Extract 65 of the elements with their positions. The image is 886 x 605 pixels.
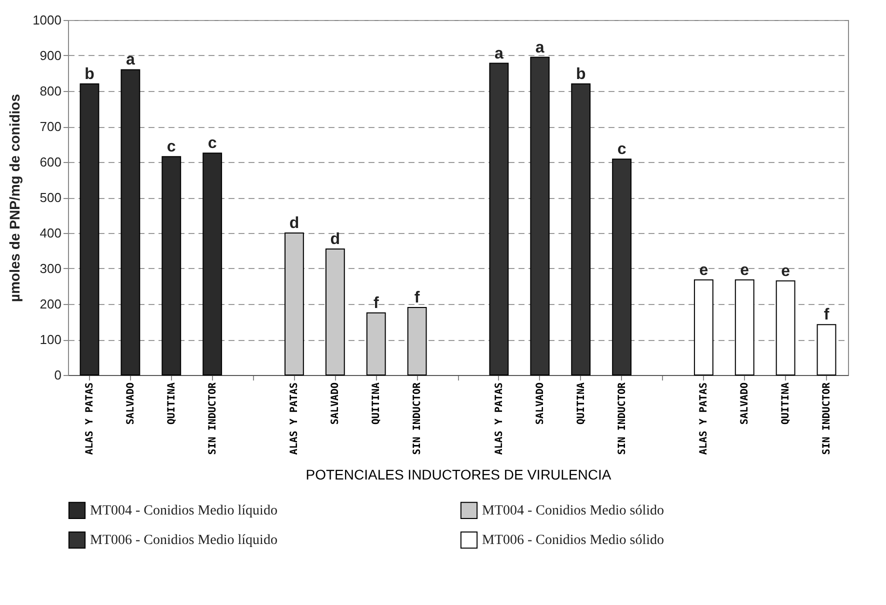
data-label: f (373, 294, 380, 312)
x-tick-label: SIN INDUCTOR (412, 382, 424, 455)
x-tick-label: ALAS Y PATAS (698, 382, 710, 455)
bar (120, 69, 140, 376)
y-axis-title: µmoles de PNP/mg de conidios (6, 94, 23, 302)
bar (284, 232, 304, 376)
legend-label: MT004 - Conidios Medio líquido (90, 503, 278, 518)
bar (530, 56, 550, 376)
y-tick-label: 100 (40, 332, 62, 347)
legend-label: MT006 - Conidios Medio sólido (482, 533, 664, 548)
legend-label: MT006 - Conidios Medio líquido (90, 533, 278, 548)
y-tick-label: 200 (40, 296, 62, 312)
bar (162, 156, 182, 376)
x-tick-label: SALVADO (740, 382, 751, 425)
data-label: e (740, 262, 750, 279)
data-label: a (494, 45, 504, 62)
bar (202, 152, 222, 376)
x-tick-label: SALVADO (125, 382, 136, 425)
bar (694, 279, 714, 376)
x-tick-label: QUITINA (371, 382, 382, 425)
bar (612, 158, 632, 376)
data-label: b (576, 66, 586, 83)
x-tick-label: SALVADO (330, 382, 342, 425)
x-tick-label: QUITINA (166, 382, 178, 425)
bar (776, 280, 796, 376)
x-tick-label: QUITINA (780, 382, 792, 425)
y-tick-label: 300 (40, 261, 62, 276)
bar (80, 83, 100, 376)
bar (366, 312, 386, 376)
y-tick-label: 800 (40, 84, 62, 98)
x-tick-label: QUITINA (576, 382, 587, 425)
data-label: c (166, 138, 176, 156)
y-tick-label: 1000 (32, 12, 62, 28)
data-label: f (824, 306, 830, 324)
y-tick-label: 500 (40, 190, 62, 205)
y-tick-label: 900 (40, 48, 62, 63)
y-tick-label: 700 (40, 119, 62, 134)
x-tick-label: ALAS Y PATAS (289, 382, 300, 455)
y-tick-label: 0 (54, 368, 62, 382)
data-label: a (535, 39, 544, 56)
data-label: c (208, 135, 217, 152)
data-label: d (330, 230, 340, 248)
data-label: e (781, 262, 790, 280)
data-label: b (84, 66, 95, 83)
data-label: a (126, 52, 135, 69)
bar (325, 248, 345, 376)
bar (734, 279, 754, 376)
data-label: d (289, 215, 300, 232)
x-tick-label: SALVADO (534, 382, 546, 425)
data-label: c (617, 141, 626, 158)
y-tick-label: 400 (40, 226, 62, 240)
x-tick-label: ALAS Y PATAS (84, 382, 96, 455)
x-tick-label: ALAS Y PATAS (494, 382, 505, 455)
x-tick-label: SIN INDUCTOR (822, 382, 833, 455)
bar (489, 62, 509, 376)
legend-label: MT004 - Conidios Medio sólido (482, 503, 664, 518)
y-tick-label: 600 (40, 154, 62, 170)
x-axis-title: POTENCIALES INDUCTORES DE VIRULENCIA (306, 466, 612, 483)
x-tick-label: SIN INDUCTOR (207, 382, 218, 455)
x-tick-label: SIN INDUCTOR (616, 382, 628, 455)
bar (571, 83, 591, 376)
bar (816, 324, 836, 376)
data-label: f (414, 290, 420, 307)
bar (407, 307, 427, 376)
data-label: e (699, 262, 708, 279)
